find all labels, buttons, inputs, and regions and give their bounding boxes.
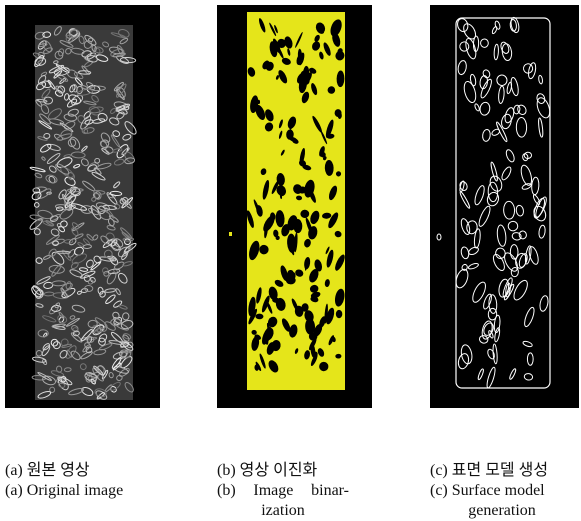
caption-ko: (b) 영상 이진화 — [217, 456, 317, 480]
caption-en: generation — [430, 502, 574, 520]
caption-en: (a) Original image — [5, 482, 123, 500]
panel-images — [0, 0, 581, 410]
caption-ko: (c) 표면 모델 생성 — [430, 456, 548, 480]
caption-en: (b) Image binar- — [217, 482, 349, 500]
caption-en: ization — [217, 502, 349, 520]
original-image — [29, 25, 138, 401]
figure: (a) 원본 영상 (a) Original image (b) 영상 이진화 … — [0, 0, 581, 521]
binary-speck — [229, 232, 232, 236]
caption-ko: (a) 원본 영상 — [5, 456, 90, 480]
caption-en: (c) Surface model — [430, 482, 545, 500]
